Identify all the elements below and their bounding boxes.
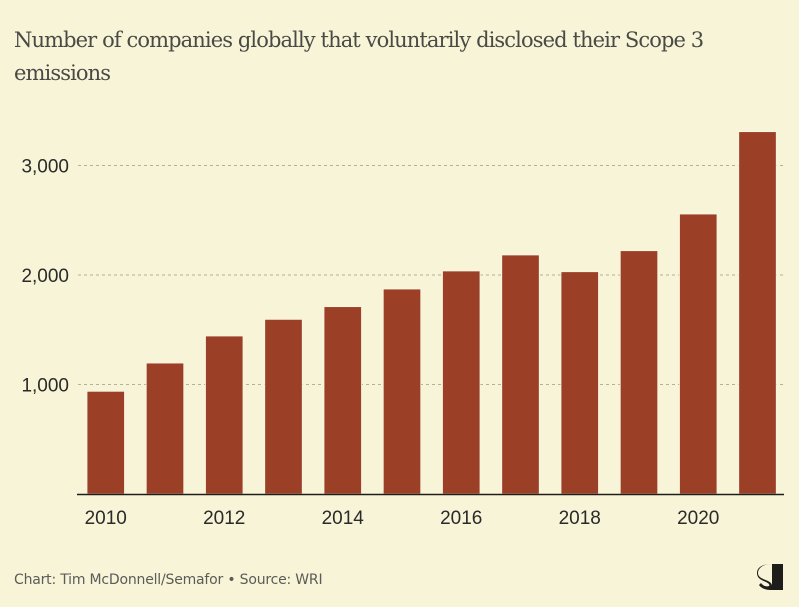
x-tick-label: 2018 [559,508,601,529]
x-axis: 2010 2012 2014 2016 2018 2020 [85,508,720,529]
bar-2014 [323,306,362,495]
bar-2018 [560,271,599,495]
gridlines [78,165,784,385]
bar-2013 [264,318,303,495]
x-tick-label: 2010 [85,508,127,529]
x-tick-label: 2014 [322,508,365,529]
x-tick-label: 2012 [203,508,245,529]
bar-2011 [145,362,185,495]
y-tick-label: 2,000 [21,266,69,287]
y-axis: 1,000 2,000 3,000 [21,157,69,397]
x-tick-label: 2020 [677,508,719,529]
x-tick-label: 2016 [440,508,482,529]
semafor-logo-icon [757,564,783,590]
bar-2015 [382,288,422,495]
chart-title: Number of companies globally that volunt… [14,28,704,85]
bar-2019 [619,250,659,495]
source-credit: Chart: Tim McDonnell/Semafor • Source: W… [14,572,323,588]
y-tick-label: 1,000 [21,376,69,397]
bar-2012 [205,335,244,495]
y-tick-label: 3,000 [21,157,69,178]
bar-2016 [442,270,481,495]
bar-2021 [738,131,777,495]
bars [86,131,777,495]
bar-2010 [86,390,125,495]
bar-chart: 1,000 2,000 3,000 2010 2012 2014 2016 2018 2020 [21,131,784,529]
bar-2020 [679,213,718,495]
bar-2017 [501,254,540,495]
